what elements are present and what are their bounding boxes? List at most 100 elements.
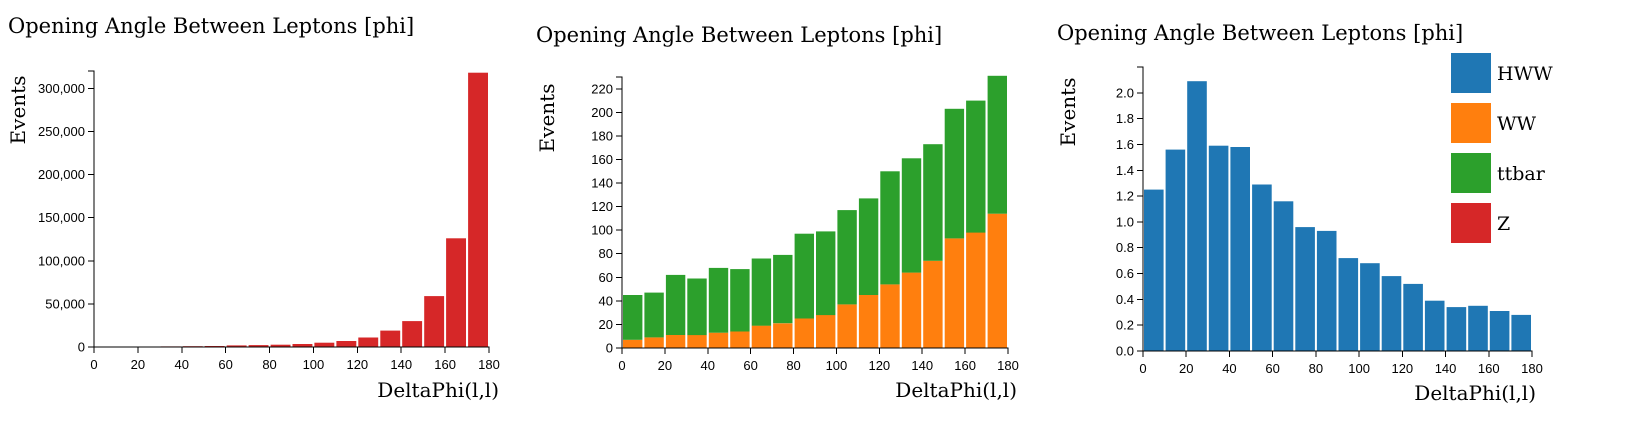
chart-3-y-tick-label: 0.8 [1116, 240, 1134, 255]
chart-3-bar-hww-15 [1468, 305, 1488, 351]
chart-3-x-tick-label: 180 [1521, 361, 1543, 376]
chart-3-x-tick-label: 160 [1478, 361, 1500, 376]
chart-3-y-tick-label: 1.8 [1116, 111, 1134, 126]
chart-3-bar-hww-12 [1403, 283, 1423, 351]
chart-3-y-tick-label: 0.2 [1116, 318, 1134, 333]
chart-3-title: Opening Angle Between Leptons [phi] [1057, 21, 1463, 45]
chart-2-bar-ww-10 [837, 304, 857, 348]
chart-2-x-tick-label: 160 [954, 358, 976, 373]
chart-2-bar-ttbar-7 [773, 254, 793, 324]
chart-2-bar-ww-4 [708, 332, 729, 348]
chart-2-bar-ww-0 [623, 339, 643, 348]
chart-3-y-tick-label: 0.6 [1116, 266, 1134, 281]
chart-3-x-label: DeltaPhi(l,l) [1414, 381, 1536, 405]
chart-1-x-tick-label: 160 [434, 357, 456, 372]
chart-2-bar-ww-7 [773, 323, 793, 348]
chart-2-y-tick-label: 140 [591, 176, 613, 191]
chart-1-x-tick-label: 0 [90, 357, 97, 372]
legend-label-z: Z [1497, 213, 1510, 235]
chart-3-bar-hww-10 [1360, 263, 1380, 351]
chart-1-x-tick-label: 80 [262, 357, 276, 372]
chart-2-y-tick-label: 0 [606, 341, 613, 356]
chart-2: Opening Angle Between Leptons [phi] Even… [535, 23, 1019, 402]
chart-3-bar-hww-11 [1381, 276, 1402, 351]
chart-1-plot: 0 50,000 100,000 150,000 200,000 250,000 300,0… [38, 70, 500, 372]
chart-3-x-tick-label: 80 [1309, 361, 1323, 376]
chart-2-bar-ttbar-14 [923, 144, 943, 261]
chart-3-bar-hww-14 [1446, 307, 1467, 351]
chart-2-bar-ttbar-11 [858, 198, 879, 295]
chart-1-x-tick-label: 60 [218, 357, 232, 372]
chart-2-y-axis [616, 76, 623, 349]
chart-2-bar-ww-8 [794, 318, 814, 348]
chart-3: Opening Angle Between Leptons [phi] Even… [1056, 21, 1543, 405]
chart-1-bar-z-8 [270, 344, 291, 347]
chart-1-y-axis [88, 70, 95, 348]
chart-2-bar-ttbar-16 [966, 100, 986, 233]
chart-3-y-label: Events [1056, 78, 1080, 147]
chart-2-y-tick-label: 220 [591, 81, 613, 96]
chart-3-bar-hww-7 [1295, 227, 1315, 351]
chart-2-x-axis [621, 347, 1009, 354]
chart-2-y-tick-label: 80 [599, 246, 613, 261]
chart-3-x-tick-label: 40 [1222, 361, 1236, 376]
chart-3-y-tick-label: 2.0 [1116, 85, 1134, 100]
chart-2-bar-ttbar-0 [623, 295, 643, 340]
chart-1-bar-z-13 [380, 330, 401, 347]
chart-1-bar-z-12 [358, 337, 379, 347]
chart-3-bar-hww-0 [1144, 189, 1164, 351]
chart-2-bar-ttbar-13 [901, 158, 922, 273]
chart-3-bar-hww-13 [1424, 300, 1445, 351]
chart-2-y-tick-label: 120 [591, 199, 613, 214]
chart-2-bar-ww-16 [966, 232, 986, 348]
legend-label-ttbar: ttbar [1497, 163, 1546, 185]
chart-2-x-tick-label: 120 [868, 358, 890, 373]
chart-3-y-tick-label: 1.2 [1116, 189, 1134, 204]
chart-2-bar-ttbar-12 [880, 171, 900, 285]
chart-3-y-tick-label: 1.6 [1116, 137, 1134, 152]
chart-2-x-tick-label: 60 [743, 358, 757, 373]
chart-3-bar-hww-4 [1230, 147, 1250, 351]
chart-3-bar-hww-3 [1208, 145, 1229, 351]
chart-2-bar-ttbar-8 [794, 233, 814, 319]
chart-3-x-tick-label: 20 [1179, 361, 1193, 376]
legend-swatch-ww [1451, 103, 1491, 143]
chart-2-bar-ttbar-10 [837, 210, 857, 305]
chart-1-x-tick-label: 100 [303, 357, 325, 372]
chart-1-y-tick-label: 150,000 [38, 210, 85, 225]
legend-swatch-hww [1451, 53, 1491, 93]
chart-3-y-axis [1137, 66, 1144, 352]
chart-2-title: Opening Angle Between Leptons [phi] [536, 23, 942, 47]
chart-1-bar-z-15 [424, 296, 445, 347]
chart-3-plot: 0.0 0.2 0.4 0.6 0.8 1.0 1.2 1.4 1.6 1.8 2.0 0 20 40 60… [1116, 66, 1543, 376]
legend-label-hww: HWW [1497, 63, 1553, 85]
chart-2-y-tick-label: 60 [599, 270, 613, 285]
legend-swatch-ttbar [1451, 153, 1491, 193]
chart-2-y-tick-label: 40 [599, 293, 613, 308]
chart-2-bar-ww-2 [665, 335, 686, 348]
chart-1-bar-z-7 [248, 345, 269, 347]
chart-1-bar-z-9 [292, 344, 313, 347]
chart-2-y-tick-label: 100 [591, 223, 613, 238]
chart-2-bar-ww-13 [901, 272, 922, 348]
chart-2-bar-ttbar-5 [730, 269, 750, 332]
chart-3-bar-hww-16 [1489, 311, 1510, 351]
chart-3-bar-hww-17 [1511, 314, 1531, 351]
chart-3-bar-hww-5 [1252, 184, 1272, 351]
chart-2-y-tick-label: 180 [591, 128, 613, 143]
chart-2-x-tick-label: 0 [618, 358, 625, 373]
chart-1-y-tick-label: 300,000 [38, 81, 85, 96]
chart-2-bar-ww-3 [687, 335, 707, 348]
chart-2-bar-ttbar-2 [665, 274, 686, 335]
chart-3-y-tick-label: 1.0 [1116, 214, 1134, 229]
chart-2-bar-ttbar-1 [644, 292, 664, 338]
chart-3-bar-hww-1 [1165, 149, 1186, 351]
chart-2-x-tick-label: 40 [701, 358, 715, 373]
chart-1-y-tick-label: 0 [78, 340, 85, 355]
chart-2-x-label: DeltaPhi(l,l) [895, 378, 1017, 402]
chart-2-bar-ww-1 [644, 337, 664, 348]
chart-2-bar-ttbar-9 [816, 231, 836, 316]
chart-1-bar-z-10 [314, 342, 335, 347]
chart-3-bar-hww-8 [1316, 230, 1337, 351]
